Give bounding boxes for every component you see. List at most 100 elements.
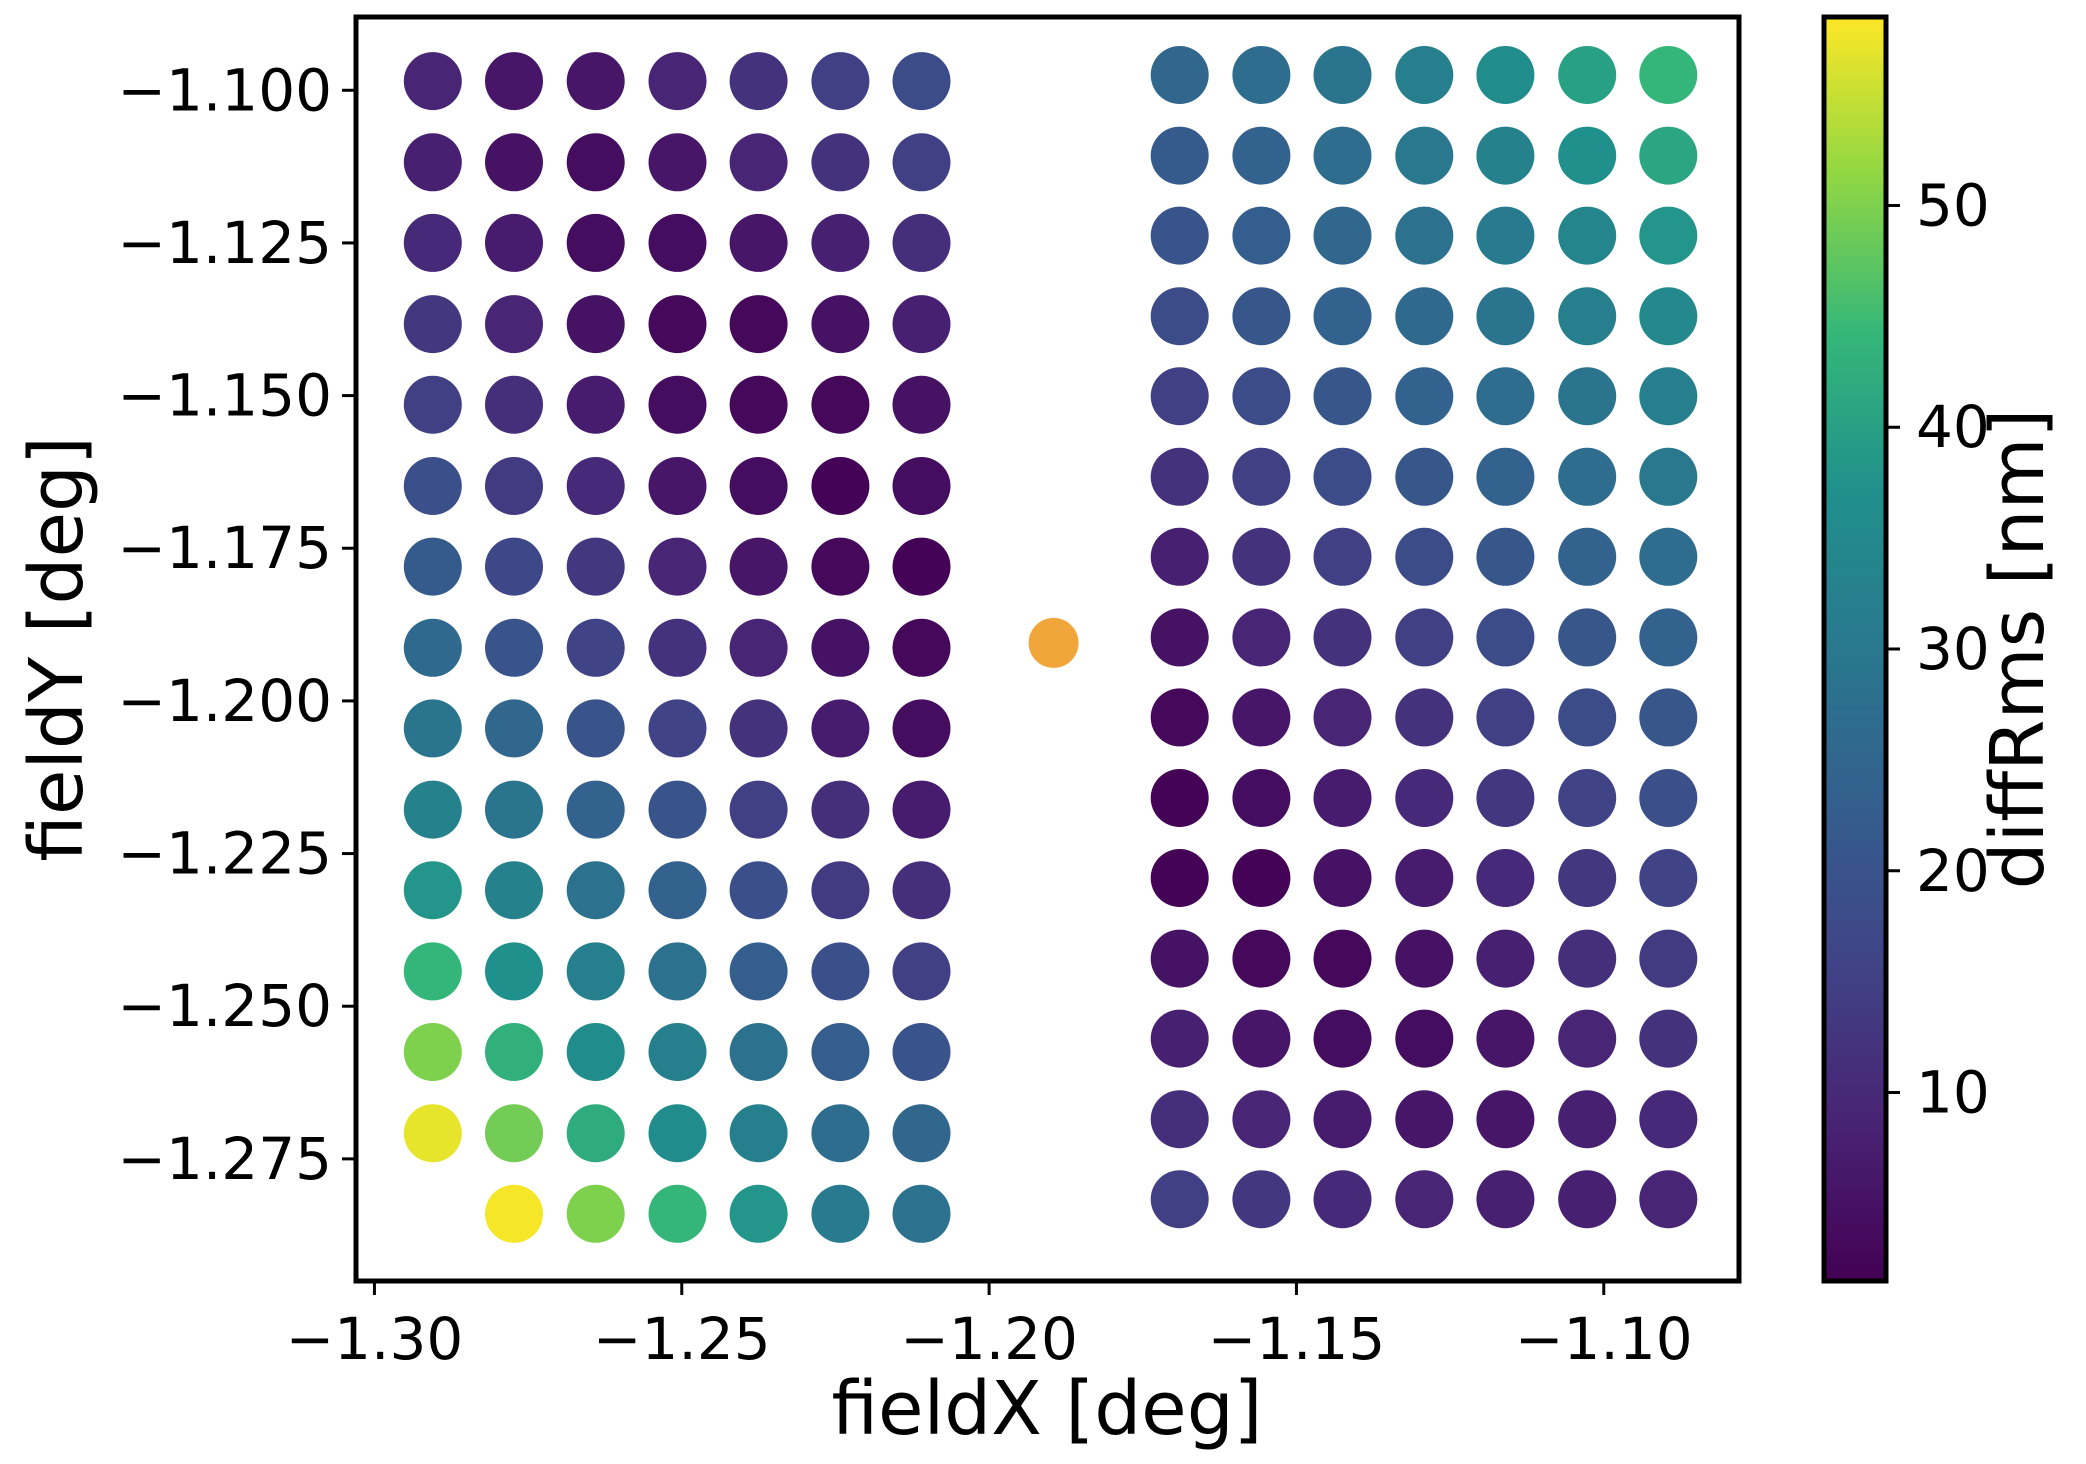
data-point-right-r4-c4	[1476, 367, 1535, 426]
data-point-right-r11-c1	[1232, 929, 1291, 988]
data-point-right-r2-c0	[1150, 206, 1209, 265]
data-point-right-r3-c6	[1639, 287, 1698, 346]
y-tick-label: −1.175	[117, 514, 332, 582]
data-point-left-r0-c5	[811, 52, 870, 111]
plot-area-frame	[353, 14, 1742, 1284]
y-tick-label: −1.100	[117, 56, 332, 124]
data-point-left-r6-c5	[811, 537, 870, 596]
data-point-left-r12-c5	[811, 1023, 870, 1081]
data-point-left-r14-c3	[648, 1184, 707, 1243]
data-point-left-r13-c1	[485, 1104, 543, 1163]
data-point-right-r4-c5	[1558, 367, 1617, 426]
data-point-right-r10-c0	[1150, 849, 1209, 907]
colorbar-label: diffRms [nm]	[1975, 409, 2061, 890]
data-point-right-r1-c3	[1395, 126, 1454, 185]
data-point-left-r1-c4	[729, 133, 788, 192]
data-point-left-r12-c6	[892, 1023, 951, 1081]
data-point-right-r7-c3	[1395, 608, 1454, 667]
data-point-left-r7-c3	[648, 618, 707, 677]
data-point-right-r11-c4	[1476, 929, 1535, 988]
data-point-left-r9-c3	[648, 780, 707, 839]
data-point-left-r11-c6	[892, 942, 951, 1001]
data-point-right-r7-c1	[1232, 608, 1291, 667]
data-point-left-r10-c0	[403, 861, 462, 920]
data-point-right-r6-c5	[1558, 527, 1617, 586]
data-point-right-r13-c4	[1476, 1090, 1535, 1149]
y-tick-label: −1.125	[117, 209, 332, 277]
data-point-right-r10-c1	[1232, 849, 1291, 907]
data-point-left-r10-c5	[811, 861, 870, 920]
y-tick-label: −1.150	[117, 362, 332, 430]
data-point-right-r10-c6	[1639, 849, 1698, 907]
data-point-right-r2-c6	[1639, 206, 1698, 265]
data-point-left-r5-c2	[566, 457, 625, 515]
data-point-left-r3-c0	[403, 295, 462, 354]
data-point-right-r2-c4	[1476, 206, 1535, 265]
data-point-right-r0-c4	[1476, 46, 1535, 104]
data-point-right-r14-c6	[1639, 1170, 1698, 1229]
data-point-left-r9-c6	[892, 780, 951, 839]
data-point-right-r0-c2	[1313, 46, 1372, 104]
data-point-right-r5-c0	[1150, 447, 1209, 506]
colorbar-tick-label: 40	[1916, 393, 1990, 461]
data-point-right-r3-c3	[1395, 287, 1454, 346]
data-point-left-r9-c4	[729, 780, 788, 839]
data-point-left-r14-c6	[892, 1184, 951, 1243]
x-tick-label: −1.10	[1515, 1305, 1693, 1373]
data-point-left-r8-c4	[729, 699, 788, 758]
data-point-left-r6-c2	[566, 537, 625, 596]
data-point-left-r11-c4	[729, 942, 788, 1001]
data-point-right-r9-c6	[1639, 769, 1698, 827]
data-point-right-r12-c1	[1232, 1009, 1291, 1068]
data-point-right-r7-c4	[1476, 608, 1535, 667]
data-point-right-r6-c4	[1476, 527, 1535, 586]
data-point-right-r10-c3	[1395, 849, 1454, 907]
data-point-left-r5-c1	[485, 457, 543, 515]
data-point-left-r0-c0	[403, 52, 462, 111]
data-point-left-r6-c4	[729, 537, 788, 596]
data-point-right-r0-c1	[1232, 46, 1291, 104]
data-point-left-r4-c5	[811, 375, 870, 434]
data-point-right-r12-c5	[1558, 1009, 1617, 1068]
data-point-right-r2-c5	[1558, 206, 1617, 265]
data-point-right-r4-c6	[1639, 367, 1698, 426]
data-point-right-r13-c0	[1150, 1090, 1209, 1149]
data-point-left-r4-c0	[403, 375, 462, 434]
data-point-right-r10-c5	[1558, 849, 1617, 907]
y-tick-label: −1.200	[117, 667, 332, 735]
data-point-left-r1-c3	[648, 133, 707, 192]
data-point-right-r4-c0	[1150, 367, 1209, 426]
data-point-left-r8-c1	[485, 699, 543, 758]
data-point-left-r7-c1	[485, 618, 543, 677]
data-point-left-r10-c4	[729, 861, 788, 920]
data-point-right-r8-c6	[1639, 688, 1698, 747]
data-point-left-r2-c3	[648, 213, 707, 272]
data-point-left-r13-c6	[892, 1104, 951, 1163]
data-point-right-r5-c6	[1639, 447, 1698, 506]
data-point-right-r1-c5	[1558, 126, 1617, 185]
data-point-left-r1-c5	[811, 133, 870, 192]
data-point-left-r13-c5	[811, 1104, 870, 1163]
data-point-right-r6-c6	[1639, 527, 1698, 586]
data-point-left-r10-c6	[892, 861, 951, 920]
data-point-left-r6-c1	[485, 537, 543, 596]
data-point-left-r2-c5	[811, 213, 870, 272]
data-point-left-r11-c1	[485, 942, 543, 1001]
x-axis: −1.30 −1.25 −1.20 −1.15 −1.10	[286, 1281, 1693, 1373]
data-point-right-r3-c0	[1150, 287, 1209, 346]
data-point-left-r11-c3	[648, 942, 707, 1001]
data-point-left-r7-c6	[892, 618, 951, 677]
data-point-left-r0-c6	[892, 52, 951, 111]
data-point-right-r0-c0	[1150, 46, 1209, 104]
y-tick-label: −1.250	[117, 972, 332, 1040]
data-point-right-r14-c2	[1313, 1170, 1372, 1229]
data-point-left-r0-c3	[648, 52, 707, 111]
data-point-right-r11-c0	[1150, 929, 1209, 988]
data-point-right-r13-c1	[1232, 1090, 1291, 1149]
data-point-right-r10-c2	[1313, 849, 1372, 907]
data-point-right-r11-c3	[1395, 929, 1454, 988]
data-point-left-r2-c6	[892, 213, 951, 272]
data-point-right-r2-c3	[1395, 206, 1454, 265]
data-point-right-r1-c4	[1476, 126, 1535, 185]
